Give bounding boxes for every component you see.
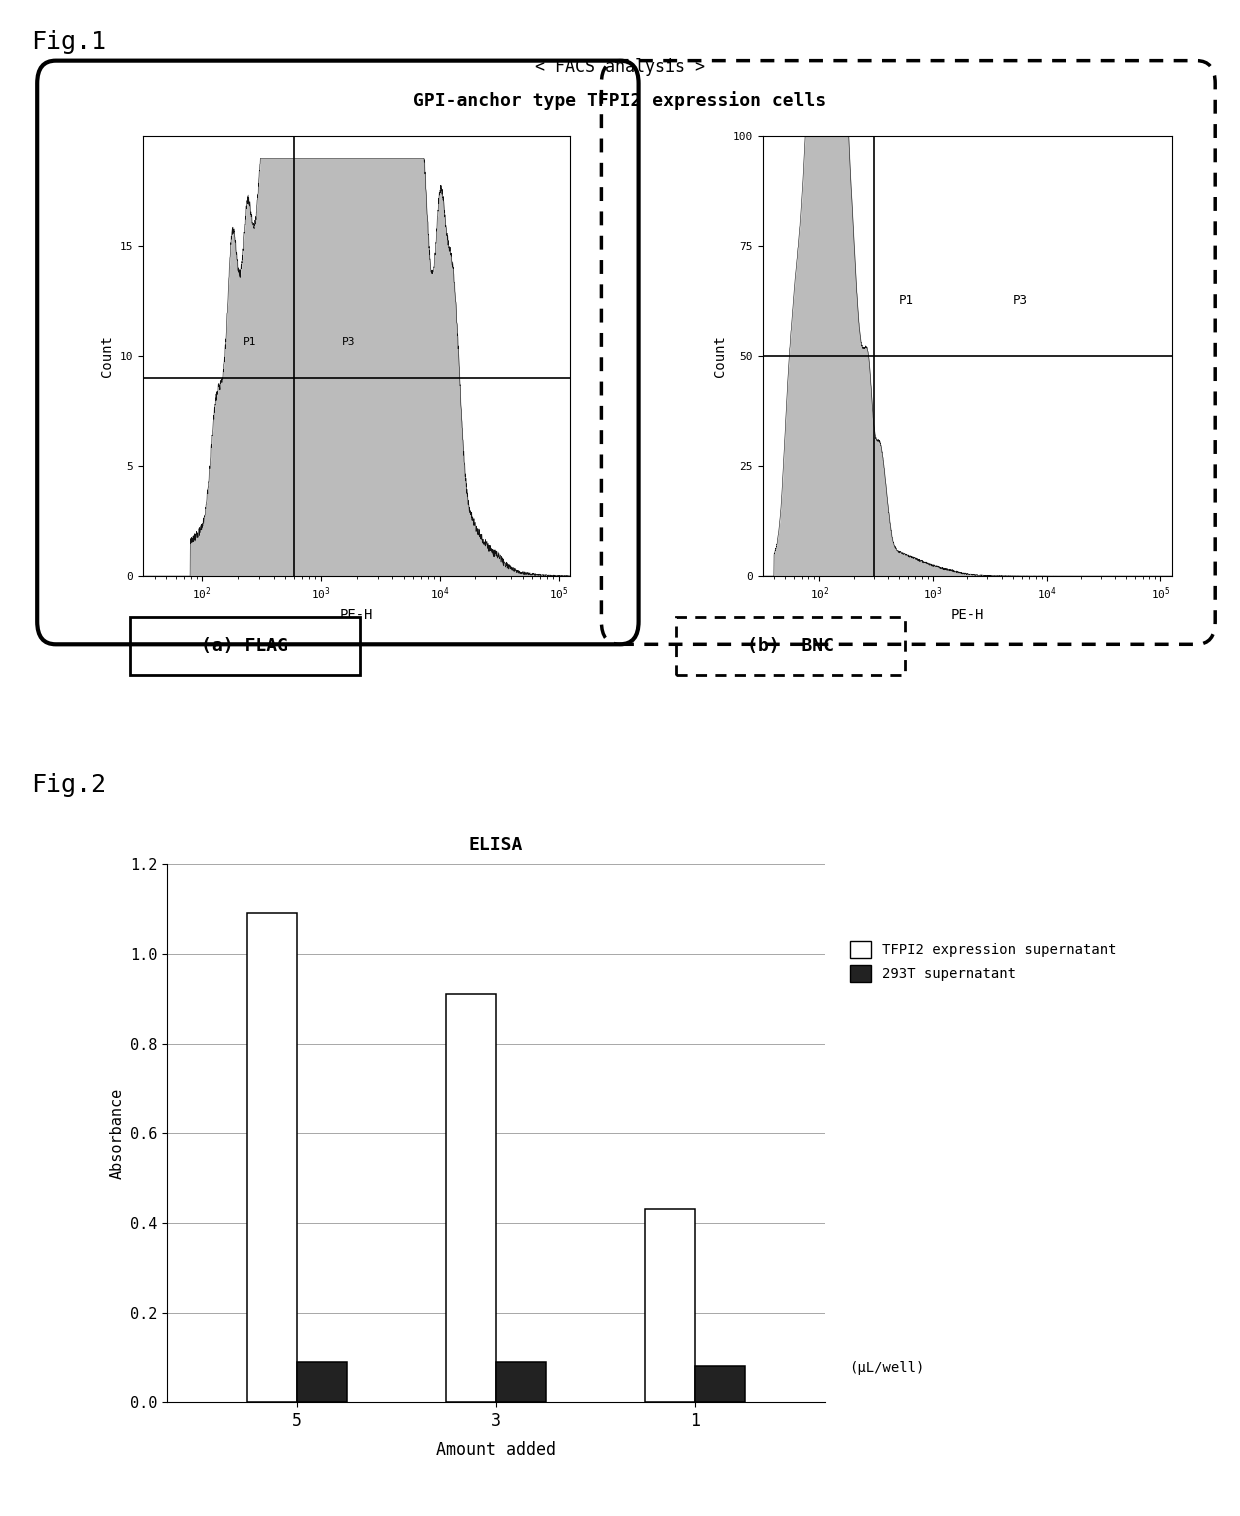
Text: (b)  BNC: (b) BNC (746, 637, 835, 655)
Text: GPI-anchor type TFPI2 expression cells: GPI-anchor type TFPI2 expression cells (413, 91, 827, 111)
Bar (446, 994, 496, 1402)
X-axis label: Amount added: Amount added (436, 1442, 556, 1458)
Y-axis label: Count: Count (100, 335, 114, 377)
FancyBboxPatch shape (130, 617, 360, 675)
Text: (μL/well): (μL/well) (849, 1361, 925, 1375)
Text: Fig.2: Fig.2 (31, 773, 105, 797)
Text: < FACS analysis >: < FACS analysis > (534, 58, 706, 76)
Bar (296, 1361, 347, 1402)
Text: P3: P3 (342, 337, 356, 347)
X-axis label: PE-H: PE-H (340, 608, 373, 622)
Bar (645, 1210, 696, 1402)
Bar (247, 914, 296, 1402)
Legend: TFPI2 expression supernatant, 293T supernatant: TFPI2 expression supernatant, 293T super… (844, 935, 1122, 987)
Text: P1: P1 (899, 294, 914, 306)
Text: P3: P3 (1013, 294, 1028, 306)
Text: Fig.1: Fig.1 (31, 30, 105, 55)
Y-axis label: Absorbance: Absorbance (110, 1087, 125, 1179)
FancyBboxPatch shape (676, 617, 905, 675)
Text: P1: P1 (243, 337, 257, 347)
X-axis label: PE-H: PE-H (950, 608, 985, 622)
Y-axis label: Count: Count (713, 335, 727, 377)
Title: ELISA: ELISA (469, 837, 523, 854)
Bar (696, 1366, 745, 1402)
Text: (a) FLAG: (a) FLAG (201, 637, 289, 655)
Bar (496, 1361, 546, 1402)
